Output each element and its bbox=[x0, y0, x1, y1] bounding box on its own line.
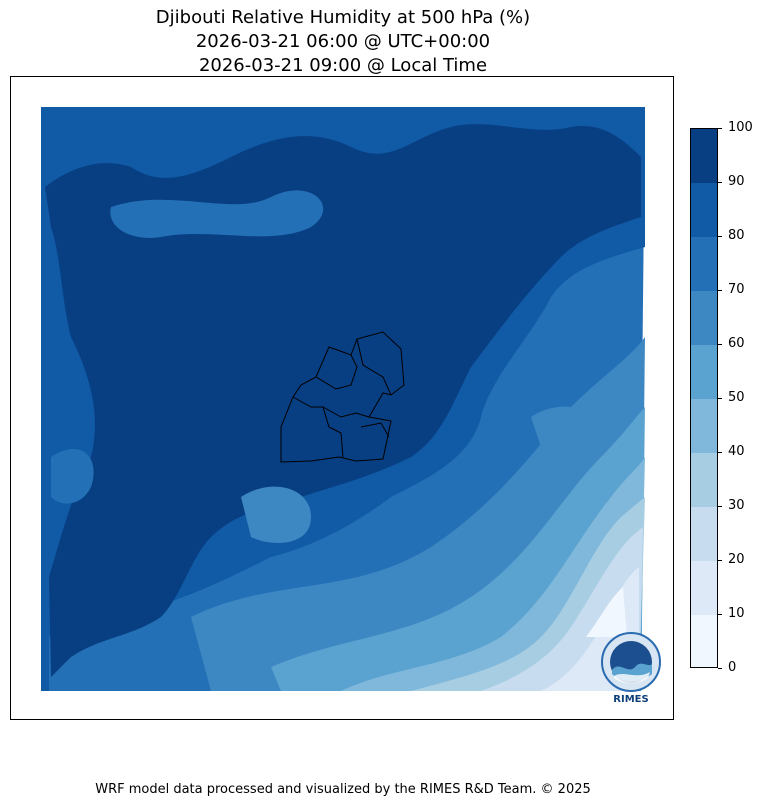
colorbar-tick: 30 bbox=[718, 499, 758, 513]
colorbar-segment bbox=[691, 561, 717, 615]
colorbar-segment bbox=[691, 399, 717, 453]
humidity-colorbar bbox=[690, 128, 718, 668]
colorbar-tick: 40 bbox=[718, 445, 758, 459]
rimes-logo-emblem bbox=[601, 632, 661, 692]
title-line-local-time: 2026-03-21 09:00 @ Local Time bbox=[198, 55, 488, 76]
rimes-logo: RIMES bbox=[600, 630, 662, 708]
map-title: Djibouti Relative Humidity at 500 hPa (%… bbox=[0, 6, 686, 78]
colorbar-segment bbox=[691, 345, 717, 399]
colorbar-tick: 50 bbox=[718, 391, 758, 405]
colorbar-segment bbox=[691, 237, 717, 291]
humidity-band-0 bbox=[586, 587, 627, 637]
title-line-utc-time: 2026-03-21 06:00 @ UTC+00:00 bbox=[195, 31, 491, 52]
title-line-variable: Djibouti Relative Humidity at 500 hPa (%… bbox=[155, 7, 531, 28]
colorbar-segment bbox=[691, 453, 717, 507]
map-panel bbox=[10, 76, 674, 720]
colorbar-segment bbox=[691, 615, 717, 667]
rimes-logo-label: RIMES bbox=[613, 694, 649, 705]
humidity-swirl-east bbox=[531, 406, 611, 454]
colorbar-segment bbox=[691, 129, 717, 183]
humidity-contour-map bbox=[41, 107, 645, 691]
humidity-band-90 bbox=[45, 124, 641, 677]
colorbar-tick: 60 bbox=[718, 337, 758, 351]
colorbar-segment bbox=[691, 183, 717, 237]
humidity-swirl-west bbox=[51, 448, 94, 504]
humidity-swirl-central bbox=[241, 486, 311, 543]
colorbar-tick: 80 bbox=[718, 229, 758, 243]
colorbar-tick: 10 bbox=[718, 607, 758, 621]
colorbar-tick: 20 bbox=[718, 553, 758, 567]
colorbar-segment bbox=[691, 507, 717, 561]
colorbar-tick: 100 bbox=[718, 121, 758, 135]
colorbar-segment bbox=[691, 291, 717, 345]
djibouti-border bbox=[280, 331, 405, 463]
colorbar-tick: 70 bbox=[718, 283, 758, 297]
colorbar-tick: 90 bbox=[718, 175, 758, 189]
colorbar-tick: 0 bbox=[718, 661, 758, 675]
humidity-swirl-north bbox=[110, 190, 324, 238]
footer-credit: WRF model data processed and visualized … bbox=[95, 782, 591, 797]
